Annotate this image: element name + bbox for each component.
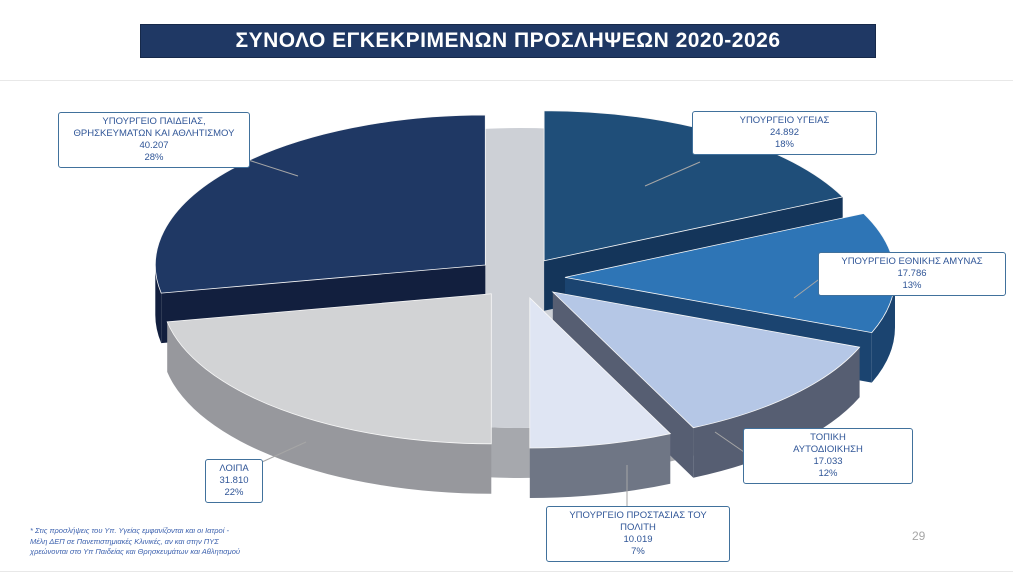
footnote: * Στις προσλήψεις του Υπ. Υγείας εμφανίζ…: [30, 526, 330, 558]
divider-bottom: [0, 571, 1013, 572]
connector-line-defense: [793, 279, 819, 299]
page-number: 29: [912, 529, 926, 543]
slice-value: 17.786: [897, 267, 927, 279]
pie-slice-side: [693, 347, 860, 478]
connector-line-education: [241, 157, 299, 177]
slice-percent: 22%: [224, 486, 244, 498]
slice-value: 24.892: [769, 126, 800, 138]
pie-slice-side: [871, 277, 895, 383]
pie-slice-side: [155, 265, 162, 344]
page-title: ΣΥΝΟΛΟ ΕΓΚΕΚΡΙΜΕΝΩΝ ΠΡΟΣΛΗΨΕΩΝ 2020-2026: [235, 29, 781, 52]
slice-label: ΥΠΟΥΡΓΕΙΟ ΠΡΟΣΤΑΣΙΑΣ ΤΟΥ ΠΟΛΙΤΗ: [569, 510, 707, 533]
slice-label: ΥΠΟΥΡΓΕΙΟ ΠΑΙΔΕΙΑΣ, ΘΡΗΣΚΕΥΜΑΤΩΝ ΚΑΙ ΑΘΛ…: [73, 116, 235, 139]
callout-education: ΥΠΟΥΡΓΕΙΟ ΠΑΙΔΕΙΑΣ, ΘΡΗΣΚΕΥΜΑΤΩΝ ΚΑΙ ΑΘΛ…: [58, 112, 250, 168]
title-banner: ΣΥΝΟΛΟ ΕΓΚΕΚΡΙΜΕΝΩΝ ΠΡΟΣΛΗΨΕΩΝ 2020-2026: [140, 24, 876, 58]
footnote-line: Μέλη ΔΕΠ σε Πανεπιστημιακές Κλινικές, αν…: [30, 536, 219, 546]
slice-label: ΥΠΟΥΡΓΕΙΟ ΥΓΕΙΑΣ: [739, 115, 830, 126]
callout-defense: ΥΠΟΥΡΓΕΙΟ ΕΘΝΙΚΗΣ ΑΜΥΝΑΣ 17.786 13%: [818, 252, 1006, 296]
slice-label: ΥΠΟΥΡΓΕΙΟ ΕΘΝΙΚΗΣ ΑΜΥΝΑΣ: [841, 256, 983, 267]
pie-slice: [529, 297, 672, 449]
slice-percent: 12%: [818, 467, 838, 479]
connector-line-others: [261, 441, 307, 463]
slice-percent: 28%: [144, 151, 164, 163]
callout-others: ΛΟΙΠΑ 31.810 22%: [205, 459, 263, 503]
slice-percent: 7%: [631, 545, 645, 557]
slice-label: ΤΟΠΙΚΗ ΑΥΤΟΔΙΟΙΚΗΣΗ: [793, 432, 863, 455]
slice-value: 31.810: [219, 474, 249, 486]
slice-value: 10.019: [623, 533, 653, 545]
pie-slice-side: [167, 321, 492, 494]
slice-percent: 18%: [774, 138, 794, 150]
callout-civil-protection: ΥΠΟΥΡΓΕΙΟ ΠΡΟΣΤΑΣΙΑΣ ΤΟΥ ΠΟΛΙΤΗ 10.019 7…: [546, 506, 730, 562]
pie-slice: [154, 114, 486, 294]
footnote-line: * Στις προσλήψεις του Υπ. Υγείας εμφανίζ…: [30, 526, 229, 535]
divider-top: [0, 80, 1013, 81]
callout-health: ΥΠΟΥΡΓΕΙΟ ΥΓΕΙΑΣ 24.892 18%: [692, 111, 877, 155]
slice-value: 17.033: [813, 455, 843, 467]
footnote-line: χρεώνονται στο Υπ Παιδείας και Θρησκευμά…: [30, 547, 241, 556]
slice-label: ΛΟΙΠΑ: [219, 463, 249, 474]
pie-slice: [551, 291, 861, 429]
connector-line-health: [644, 161, 701, 187]
pie-slice-side: [529, 433, 671, 498]
pie-slice: [166, 293, 492, 445]
slice-value: 40.207: [139, 139, 169, 151]
connector-line-local: [714, 431, 745, 453]
callout-local-government: ΤΟΠΙΚΗ ΑΥΤΟΔΙΟΙΚΗΣΗ 17.033 12%: [743, 428, 913, 484]
slice-percent: 13%: [902, 279, 922, 291]
callout-connectors: [241, 157, 819, 506]
